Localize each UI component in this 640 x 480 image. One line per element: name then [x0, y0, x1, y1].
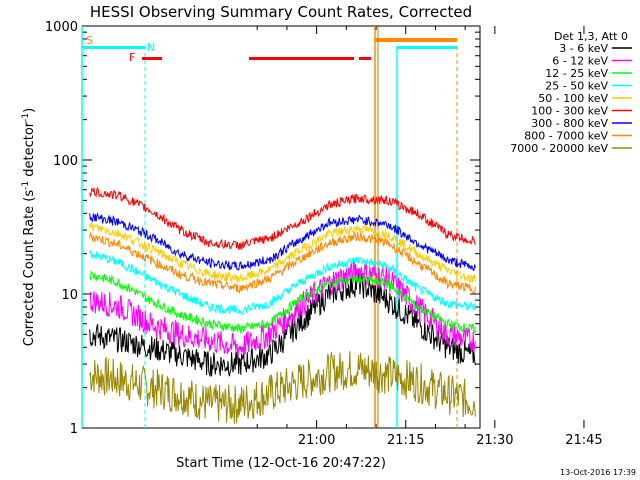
y-axis-label-mid: detector [22, 121, 37, 181]
x-tick-label: 21:45 [565, 433, 602, 448]
legend-label: 300 - 800 keV [531, 117, 608, 130]
series-line [89, 186, 476, 250]
legend-label: 50 - 100 keV [538, 92, 608, 105]
legend-label: 25 - 50 keV [545, 80, 608, 93]
f-bar-2 [249, 57, 354, 60]
n-bar-right [397, 46, 457, 49]
y-axis-label-sup: -1 [21, 181, 31, 190]
legend-label: 12 - 25 keV [545, 67, 608, 80]
series-line [89, 351, 476, 424]
y-axis-label: Corrected Count Rate (s-1 detector-1) [21, 108, 37, 346]
series-line [89, 221, 476, 284]
timestamp: 13-Oct-2016 17:39 [560, 468, 636, 477]
x-tick-label: 21:30 [476, 433, 513, 448]
legend-label: 7000 - 20000 keV [510, 142, 608, 155]
annotation-s: S [86, 34, 93, 47]
series-line [89, 259, 476, 357]
f-bar-3 [359, 57, 371, 60]
annotation-f: F [129, 51, 135, 64]
annotation-n: N [147, 41, 155, 54]
x-tick-label: 21:15 [387, 433, 424, 448]
n-bar-left [83, 46, 145, 49]
attenuator-bars [81, 26, 458, 428]
y-tick-label: 1 [70, 422, 78, 437]
legend-label: 6 - 12 keV [552, 55, 608, 68]
y-tick-label: 100 [53, 154, 78, 169]
y-tick-label: 1000 [45, 20, 78, 35]
series-line [89, 270, 476, 335]
x-tick-label: 21:00 [298, 433, 335, 448]
legend-label: 800 - 7000 keV [524, 130, 608, 143]
series-line [89, 212, 476, 272]
s-bar-right [375, 38, 457, 42]
legend-label: 3 - 6 keV [559, 42, 608, 55]
x-axis-label: Start Time (12-Oct-16 20:47:22) [176, 456, 386, 471]
f-bar-1 [142, 57, 162, 60]
series-line [89, 250, 476, 316]
series-group [89, 186, 476, 424]
series-line [89, 230, 476, 294]
y-axis-label-end: ) [22, 108, 37, 113]
y-axis-label-part: Corrected Count Rate (s [22, 190, 37, 347]
chart-title: HESSI Observing Summary Count Rates, Cor… [90, 3, 472, 21]
y-axis-label-sup2: -1 [21, 113, 31, 122]
series-line [89, 272, 476, 377]
legend-label: 100 - 300 keV [531, 105, 608, 118]
legend-header: Det 1,3, Att 0 [554, 30, 628, 43]
y-tick-label: 10 [61, 288, 78, 303]
